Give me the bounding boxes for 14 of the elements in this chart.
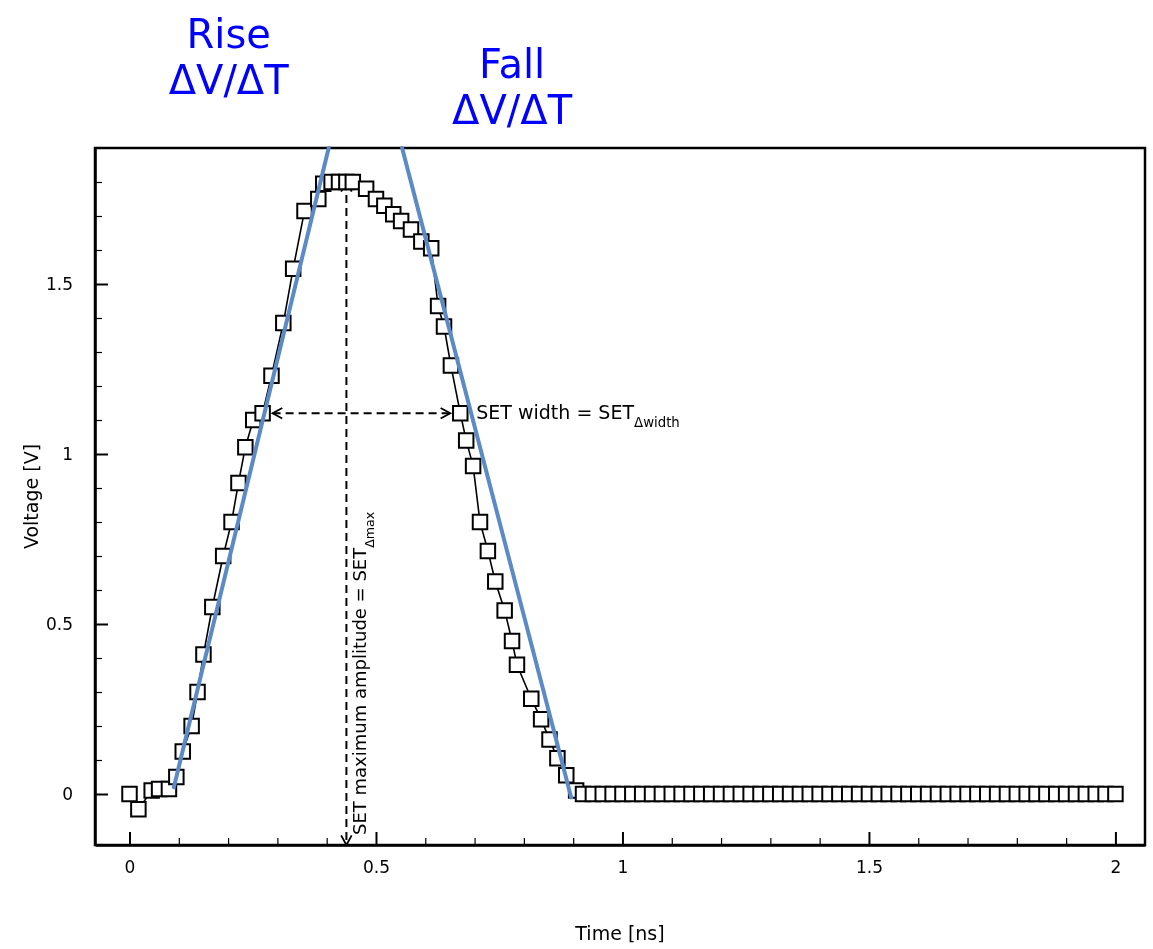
x-tick-label: 1 xyxy=(617,857,629,878)
x-axis-title: Time [ns] xyxy=(574,922,665,944)
x-tick-label: 1.5 xyxy=(855,857,883,878)
x-tick-label: 0.5 xyxy=(362,857,391,878)
y-tick-label: 0 xyxy=(62,783,73,804)
annotation: SET width = SET$_{Δwidth}$ xyxy=(476,401,680,430)
series-label: Rise ΔV/ΔT xyxy=(168,11,290,103)
series-label: Fall ΔV/ΔT xyxy=(452,41,573,133)
y-tick-label: 1.5 xyxy=(45,273,73,294)
x-tick-label: 2 xyxy=(1110,857,1122,878)
y-tick-label: 0.5 xyxy=(45,613,73,634)
y-tick-label: 1 xyxy=(62,443,73,464)
y-axis-title: Voltage [V] xyxy=(20,443,42,550)
x-tick-label: 0 xyxy=(124,857,136,878)
